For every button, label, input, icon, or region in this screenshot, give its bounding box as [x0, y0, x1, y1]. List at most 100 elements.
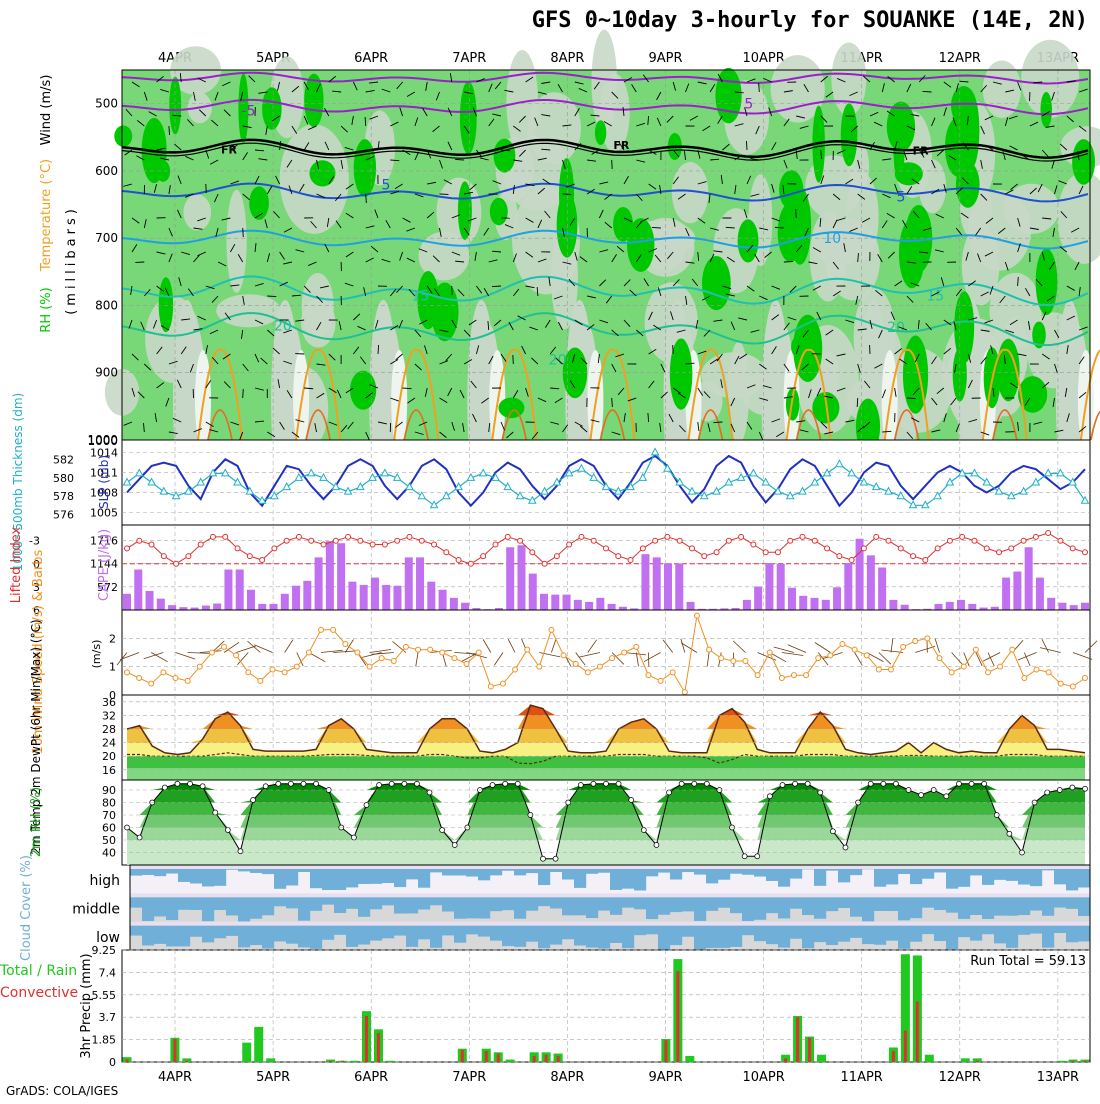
cape-bar: [360, 585, 368, 610]
date-label-top: 12APR: [939, 51, 981, 66]
li-point: [407, 534, 412, 539]
rh-point: [604, 781, 609, 786]
temp-tick-label: 16: [102, 764, 116, 777]
li-point: [604, 546, 609, 551]
wind-speed-point: [500, 681, 505, 686]
cloud-bar: [862, 926, 874, 944]
rh-point: [982, 781, 987, 786]
rh-dry-patch: [1004, 184, 1059, 234]
rh-point: [200, 784, 205, 789]
cloud-bar: [658, 926, 670, 950]
cloud-bar: [730, 926, 742, 947]
cloud-bar: [598, 926, 610, 949]
li-point: [149, 542, 154, 547]
li-point: [935, 546, 940, 551]
date-label-bottom: 5APR: [256, 1070, 290, 1085]
rh-moist-patch: [945, 117, 972, 177]
cloud-bar: [358, 926, 370, 945]
rh-point: [137, 835, 142, 840]
cloud-bar: [874, 897, 886, 911]
cloud-bar: [922, 926, 934, 934]
rh-point: [1007, 831, 1012, 836]
rh-dry-patch: [216, 294, 281, 327]
cape-bar: [596, 598, 604, 610]
cloud-bar: [526, 869, 538, 873]
wind-speed-point: [222, 644, 227, 649]
cape-bar: [968, 604, 976, 610]
rh-point: [969, 781, 974, 786]
contour-label: FR: [913, 144, 930, 157]
cloud-bar: [562, 897, 574, 915]
wind-speed-point: [391, 659, 396, 664]
wind-speed-point: [137, 676, 142, 681]
precip-total-bar: [1057, 1061, 1066, 1062]
li-point: [395, 538, 400, 543]
li-point: [346, 534, 351, 539]
rh-point: [956, 781, 961, 786]
cloud-bar: [622, 926, 634, 949]
wind-speed-point: [403, 644, 408, 649]
li-point: [284, 538, 289, 543]
wind-speed-point: [961, 664, 966, 669]
precip-total-bar: [961, 1058, 970, 1062]
rh-point: [893, 781, 898, 786]
wind-speed-point: [125, 670, 130, 675]
cape-bar: [247, 590, 255, 610]
rh-point: [629, 798, 634, 803]
cloud-bar: [958, 897, 970, 919]
cloud-bar: [634, 926, 646, 935]
cloud-bar: [1006, 897, 1018, 915]
cloud-bar: [430, 897, 442, 905]
rh-moist-patch: [159, 277, 173, 332]
cloud-bar: [598, 897, 610, 910]
cloud-bar: [730, 897, 742, 913]
rh-point: [553, 856, 558, 861]
rh-point: [301, 781, 306, 786]
precip-convective-bar: [1084, 1061, 1087, 1062]
run-total-label: Run Total = 59.13: [970, 954, 1086, 969]
li-point: [518, 538, 523, 543]
cloud-bar: [250, 869, 262, 873]
cape-bar: [1058, 603, 1066, 610]
cloud-bar: [394, 897, 406, 913]
rh-point: [679, 781, 684, 786]
precip-total-bar: [925, 1055, 934, 1062]
cloud-bar: [586, 926, 598, 948]
rh-point: [1045, 790, 1050, 795]
li-tick-label: -3: [29, 535, 40, 548]
cloud-bar: [274, 897, 286, 906]
cape-bar: [540, 594, 548, 610]
wind-barb: [243, 228, 244, 237]
cloud-bar: [586, 897, 598, 918]
li-point: [616, 554, 621, 559]
cape-bar: [1070, 605, 1078, 610]
cape-bar: [405, 557, 413, 610]
wind-barb: [673, 345, 674, 354]
cloud-bar: [454, 869, 466, 875]
wind-speed-point: [888, 667, 893, 672]
cloud-bar: [538, 926, 550, 949]
li-point: [1070, 546, 1075, 551]
contour-label: 10: [823, 231, 841, 247]
cloud-bar: [718, 897, 730, 907]
cloud-bar: [214, 897, 226, 910]
cloud-bar: [838, 897, 850, 908]
li-point: [1058, 538, 1063, 543]
rh-point: [692, 781, 697, 786]
precip-total-bar: [506, 1060, 515, 1062]
rh-point: [490, 783, 495, 788]
li-point: [677, 538, 682, 543]
rh-point: [213, 810, 218, 815]
li-point: [247, 554, 252, 559]
cloud-bar: [754, 926, 766, 941]
cape-bar: [213, 604, 221, 610]
cloud-bar: [1006, 926, 1018, 948]
cloud-bar: [442, 869, 454, 875]
cloud-bar: [226, 897, 238, 915]
cloud-bar: [478, 897, 490, 918]
wind-speed-point: [913, 639, 918, 644]
cloud-bar: [706, 926, 718, 948]
cloud-row-label: high: [89, 873, 120, 889]
cape-bar: [901, 605, 909, 610]
wind-speed-point: [573, 661, 578, 666]
